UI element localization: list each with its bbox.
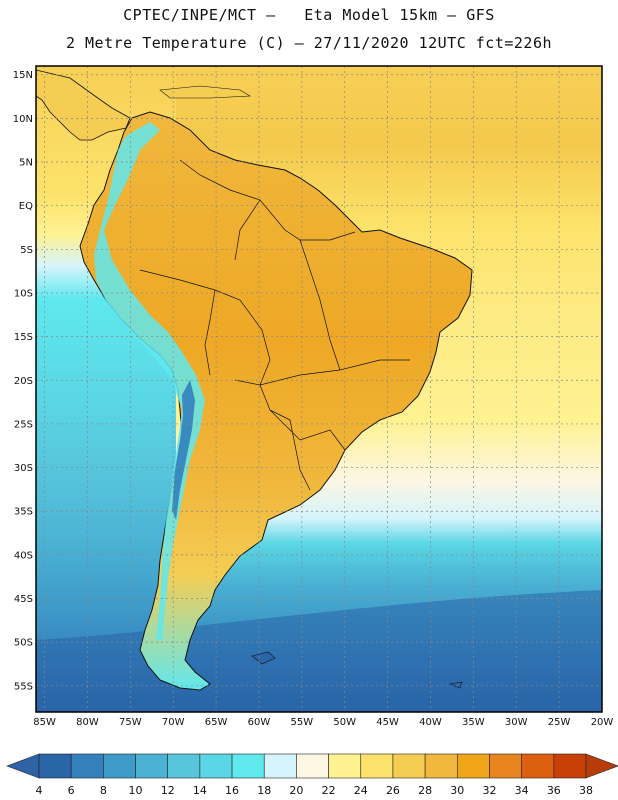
lon-label: 45W [376, 717, 399, 728]
lat-label: 15N [13, 70, 33, 81]
lat-label: 35S [14, 507, 33, 518]
colorbar-tick-label: 32 [482, 784, 496, 797]
colorbar-tick-label: 6 [68, 784, 75, 797]
lat-label: 40S [14, 550, 33, 561]
colorbar-tick-label: 4 [36, 784, 43, 797]
colorbar-swatch [39, 754, 71, 778]
lon-label: 80W [76, 717, 99, 728]
lat-label: 5S [20, 245, 33, 256]
colorbar-swatch [103, 754, 135, 778]
lat-label: 25S [14, 419, 33, 430]
lon-label: 60W [248, 717, 271, 728]
colorbar-swatch [71, 754, 103, 778]
lon-label: 75W [119, 717, 142, 728]
colorbar-tick-label: 16 [225, 784, 239, 797]
lon-label: 85W [33, 717, 56, 728]
colorbar-labels: 4 6 8 10 12 14 16 18 20 22 24 26 28 30 32 34 36 38 [36, 784, 594, 797]
colorbar-swatch [489, 754, 521, 778]
lon-label: 50W [333, 717, 356, 728]
colorbar-swatch [554, 754, 586, 778]
colorbar-swatch [232, 754, 264, 778]
lat-label: 20S [14, 376, 33, 387]
colorbar-tick-label: 30 [450, 784, 464, 797]
colorbar-swatch [522, 754, 554, 778]
colorbar-swatch [329, 754, 361, 778]
colorbar-tick-label: 24 [354, 784, 368, 797]
colorbar-tick-label: 14 [193, 784, 207, 797]
colorbar-swatch [200, 754, 232, 778]
lon-label: 35W [462, 717, 485, 728]
longitude-labels: 85W 80W 75W 70W 65W 60W 55W 50W 45W 40W 35W 30W 25W 2… [33, 717, 613, 728]
lat-label: 50S [14, 638, 33, 649]
colorbar-high-arrow [586, 754, 618, 778]
colorbar-swatch [296, 754, 328, 778]
colorbar-tick-label: 36 [547, 784, 561, 797]
colorbar-tick-label: 18 [257, 784, 271, 797]
lon-label: 25W [548, 717, 571, 728]
colorbar-tick-label: 34 [515, 784, 529, 797]
lon-label: 30W [505, 717, 528, 728]
lon-label: 55W [291, 717, 314, 728]
colorbar-tick-label: 20 [289, 784, 303, 797]
colorbar-tick-label: 22 [322, 784, 336, 797]
colorbar-swatch [168, 754, 200, 778]
lat-label: 10N [13, 114, 33, 125]
lon-label: 65W [205, 717, 228, 728]
colorbar-swatch [457, 754, 489, 778]
latitude-labels: 15N 10N 5N EQ 5S 10S 15S 20S 25S 30S 35S 40S 45S 50S 5… [13, 70, 33, 692]
lon-label: 20W [591, 717, 614, 728]
lat-label: 45S [14, 594, 33, 605]
lat-label: 55S [14, 681, 33, 692]
lat-label: 30S [14, 463, 33, 474]
lat-label: 15S [14, 332, 33, 343]
colorbar-swatch [136, 754, 168, 778]
colorbar [7, 754, 618, 778]
lat-label: 5N [19, 158, 33, 169]
colorbar-swatch [264, 754, 296, 778]
temperature-map: 15N 10N 5N EQ 5S 10S 15S 20S 25S 30S 35S 40S 45S 50S 5… [0, 0, 618, 800]
colorbar-tick-label: 12 [161, 784, 175, 797]
lat-label: 10S [14, 288, 33, 299]
colorbar-swatch [393, 754, 425, 778]
colorbar-tick-label: 38 [579, 784, 593, 797]
colorbar-swatch [361, 754, 393, 778]
colorbar-tick-label: 8 [100, 784, 107, 797]
colorbar-tick-label: 28 [418, 784, 432, 797]
lon-label: 40W [419, 717, 442, 728]
colorbar-tick-label: 10 [129, 784, 143, 797]
colorbar-low-arrow [7, 754, 39, 778]
colorbar-swatch [425, 754, 457, 778]
lat-label: EQ [19, 201, 33, 212]
colorbar-tick-label: 26 [386, 784, 400, 797]
lon-label: 70W [162, 717, 185, 728]
